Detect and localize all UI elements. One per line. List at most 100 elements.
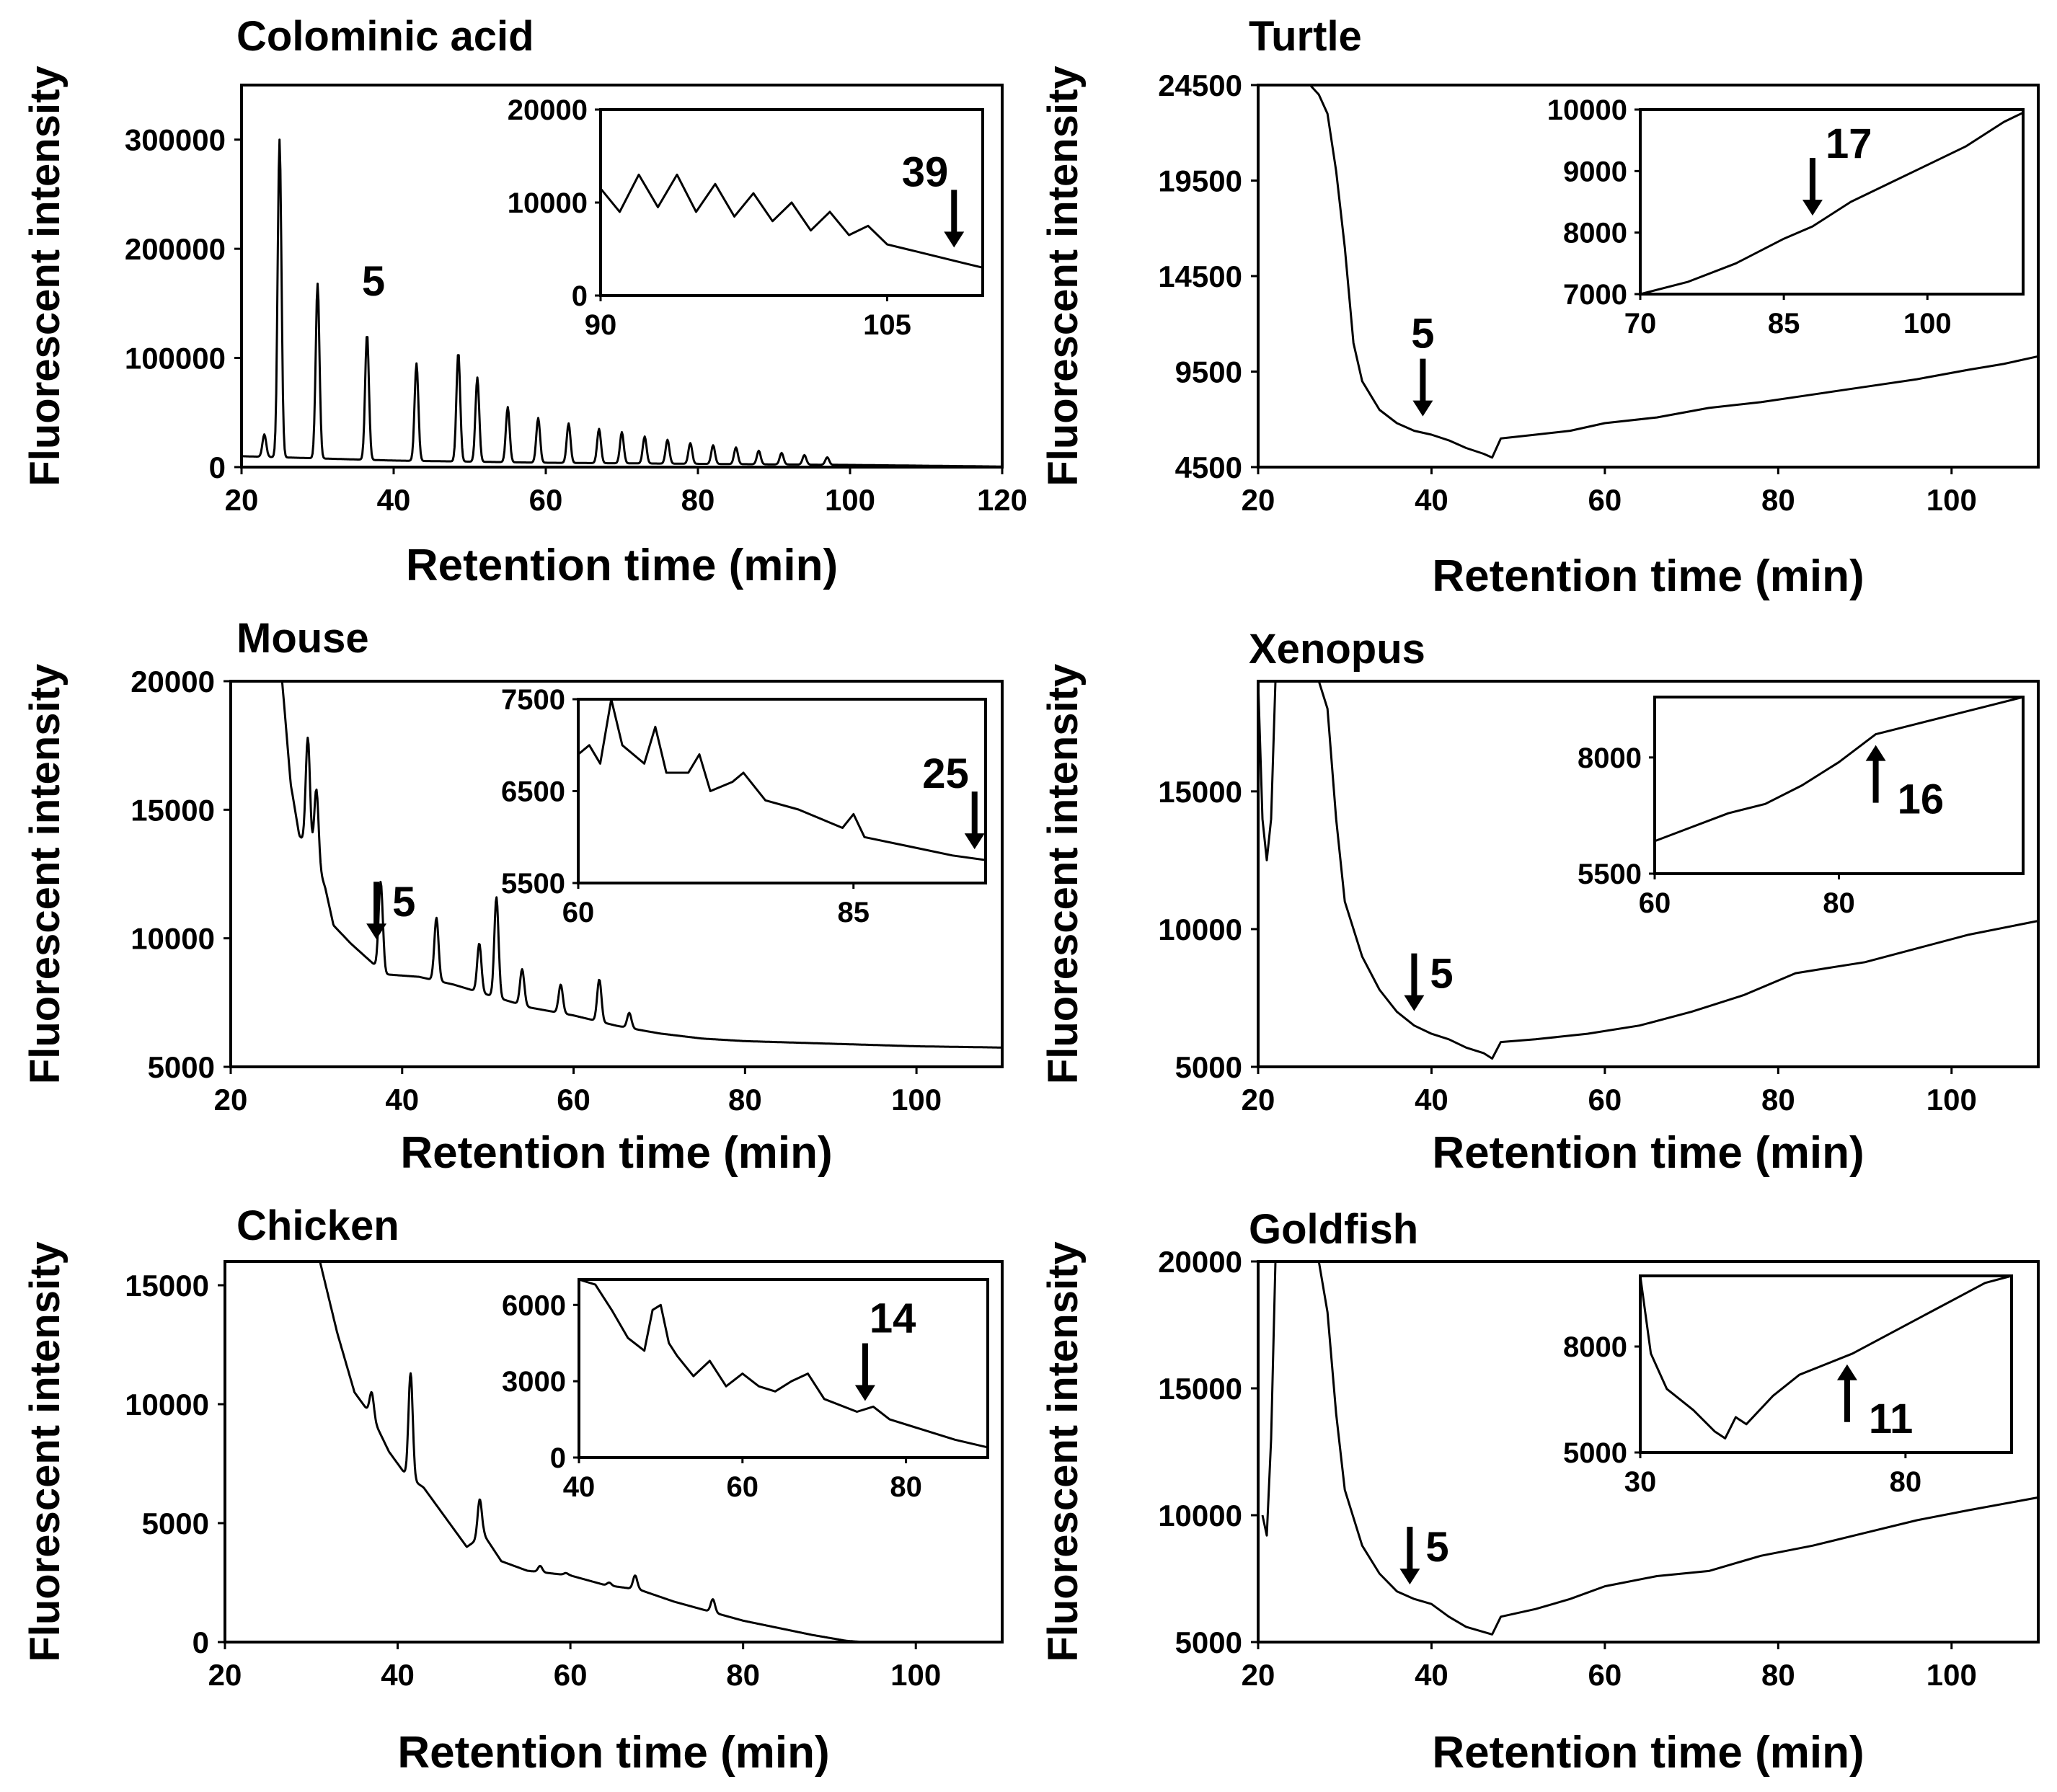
x-tick-label: 20 <box>1242 1658 1275 1692</box>
x-axis-label: Retention time (min) <box>1432 1128 1864 1178</box>
x-tick-label: 40 <box>1415 1658 1448 1692</box>
y-tick-label: 0 <box>209 451 226 484</box>
arrow-head <box>944 231 965 248</box>
inset-x-tick-label: 105 <box>863 309 911 341</box>
y-tick-label: 10000 <box>125 1388 209 1421</box>
x-tick-label: 100 <box>890 1658 941 1692</box>
x-tick-label: 20 <box>1242 1083 1275 1117</box>
inset-y-tick-label: 3000 <box>502 1366 566 1398</box>
arrow-head <box>1865 745 1886 761</box>
inset-y-tick-label: 10000 <box>1547 94 1627 126</box>
y-tick-label: 15000 <box>131 793 215 827</box>
inset-y-tick-label: 6000 <box>502 1290 566 1321</box>
y-axis-label: Fluorescent intensity <box>1040 664 1087 1084</box>
x-tick-label: 60 <box>557 1083 590 1117</box>
x-tick-label: 100 <box>825 483 875 517</box>
inset-label: 14 <box>870 1295 916 1341</box>
inset-series-line <box>578 1278 988 1449</box>
inset-y-tick-label: 8000 <box>1563 1331 1627 1363</box>
y-tick-label: 4500 <box>1175 451 1242 484</box>
inset-plot: 30 80 5000 8000 11 <box>1563 1274 2013 1498</box>
y-axis-label: Fluorescent intensity <box>22 1241 68 1662</box>
x-tick-label: 60 <box>1588 1658 1622 1692</box>
x-tick-label: 60 <box>1588 1083 1622 1117</box>
inset-series-line <box>1640 111 2024 296</box>
inset-x-tick-label: 60 <box>727 1471 759 1503</box>
x-tick-label: 20 <box>1242 483 1275 517</box>
arrow-head <box>1404 995 1425 1011</box>
arrow-head <box>1802 200 1823 216</box>
x-tick-label: 60 <box>554 1658 588 1692</box>
inset-frame <box>1639 108 2025 296</box>
peak-label: 5 <box>1425 1524 1448 1571</box>
inset-label: 17 <box>1826 120 1872 167</box>
arrow-head <box>854 1385 875 1401</box>
panel-title: Chicken <box>236 1202 399 1249</box>
inset-arrow <box>1836 1364 1857 1422</box>
plot-frame <box>1257 680 2040 1068</box>
peak-arrow <box>366 882 387 940</box>
series-line <box>280 680 1003 1049</box>
panel-mouse: Mouse Fluorescent intensity Retention time… <box>22 615 1004 1178</box>
inset-frame <box>1639 1274 2013 1454</box>
inset-plot: 60 85 5500 6500 7500 25 <box>501 684 987 928</box>
peak-label: 5 <box>392 879 415 926</box>
inset-y-tick-label: 0 <box>572 280 588 312</box>
panel-title: Colominic acid <box>236 13 534 60</box>
peak-arrow <box>1404 953 1425 1011</box>
peak-arrow <box>1412 358 1433 417</box>
x-axis-label: Retention time (min) <box>406 541 838 590</box>
inset-x-tick-label: 80 <box>1823 887 1855 919</box>
inset-series-line <box>578 698 986 861</box>
inset-y-tick-label: 9000 <box>1563 156 1627 187</box>
x-tick-label: 40 <box>385 1083 419 1117</box>
inset-label: 25 <box>922 750 969 797</box>
y-axis-label: Fluorescent intensity <box>1040 1241 1087 1662</box>
inset-background <box>578 699 986 883</box>
y-tick-label: 5000 <box>1175 1625 1242 1659</box>
x-tick-label: 100 <box>1926 483 1977 517</box>
x-tick-label: 120 <box>977 483 1027 517</box>
inset-plot: 60 80 5500 8000 16 <box>1578 696 2025 919</box>
x-tick-label: 20 <box>208 1658 242 1692</box>
x-tick-label: 100 <box>1926 1083 1977 1117</box>
inset-y-tick-label: 5500 <box>501 868 565 900</box>
y-tick-label: 24500 <box>1158 68 1242 102</box>
panel-turtle: Turtle Fluorescent intensity Retention tim… <box>1040 13 2040 601</box>
x-tick-label: 40 <box>381 1658 415 1692</box>
y-tick-label: 19500 <box>1158 164 1242 198</box>
panel-title: Xenopus <box>1249 626 1425 673</box>
x-tick-label: 40 <box>1415 483 1448 517</box>
y-axis-label: Fluorescent intensity <box>1040 66 1087 486</box>
x-tick-label: 20 <box>225 483 259 517</box>
plot-frame <box>229 680 1004 1068</box>
x-tick-label: 80 <box>1761 483 1795 517</box>
inset-y-tick-label: 6500 <box>501 776 565 808</box>
peak-label: 5 <box>1411 311 1434 358</box>
x-axis-label: Retention time (min) <box>397 1728 829 1778</box>
inset-frame <box>578 1278 989 1459</box>
panel-colominic-acid: Colominic acid Fluorescent intensity Reten… <box>22 13 1027 590</box>
arrow-head <box>1836 1364 1857 1380</box>
inset-y-tick-label: 7000 <box>1563 279 1627 311</box>
series-line <box>241 138 1003 468</box>
inset-y-tick-label: 0 <box>550 1442 566 1474</box>
x-tick-label: 60 <box>529 483 563 517</box>
inset-x-tick-label: 30 <box>1624 1466 1657 1498</box>
inset-y-tick-label: 5500 <box>1578 859 1642 890</box>
inset-x-tick-label: 85 <box>1768 308 1800 340</box>
y-tick-label: 10000 <box>1158 913 1242 946</box>
inset-label: 16 <box>1898 776 1945 823</box>
inset-arrow <box>964 791 985 850</box>
series-line <box>319 1261 864 1644</box>
arrow-head <box>964 833 985 850</box>
x-axis-label: Retention time (min) <box>400 1128 832 1178</box>
inset-background <box>1640 110 2023 294</box>
y-tick-label: 200000 <box>125 232 226 266</box>
inset-arrow <box>1865 745 1886 803</box>
x-tick-label: 80 <box>1761 1083 1795 1117</box>
inset-label: 11 <box>1869 1396 1913 1442</box>
inset-y-tick-label: 8000 <box>1563 218 1627 249</box>
inset-x-tick-label: 70 <box>1624 308 1657 340</box>
